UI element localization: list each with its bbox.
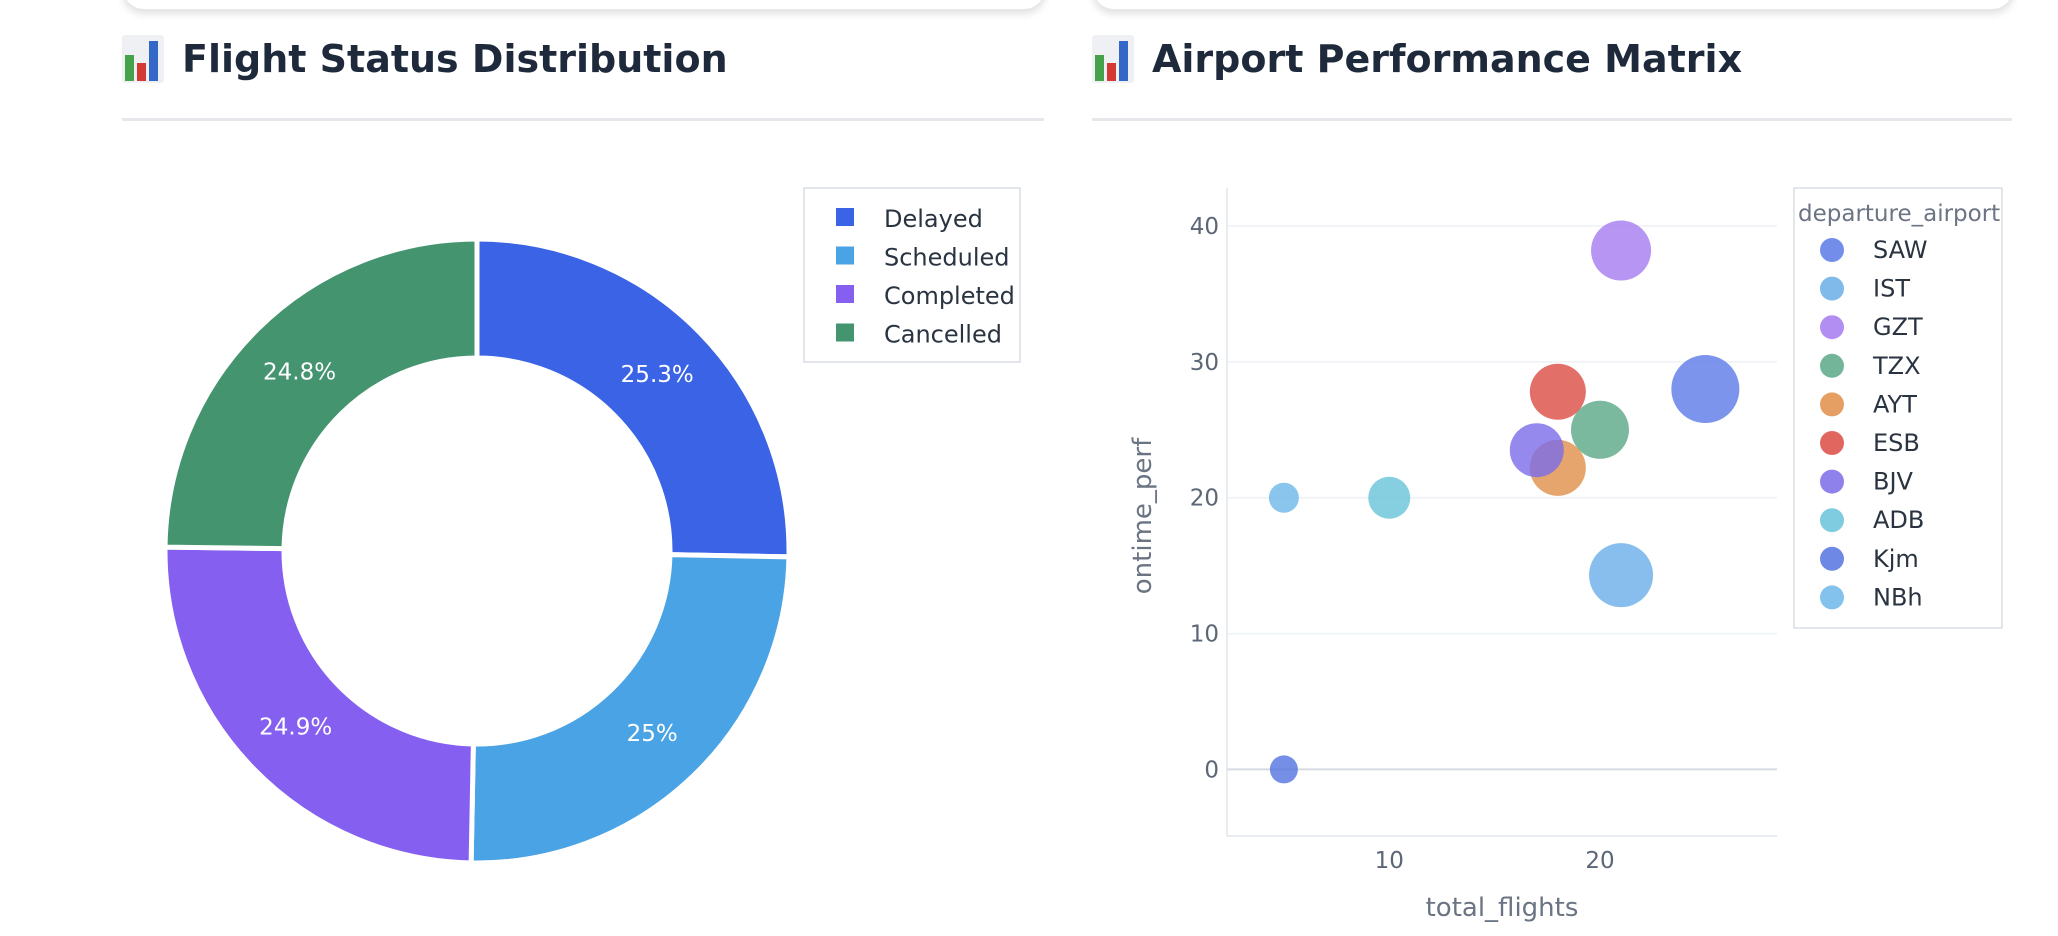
legend-title: departure_airport xyxy=(1798,201,2000,227)
status-panel-header: Flight Status Distribution xyxy=(122,35,728,83)
data-point-ist[interactable] xyxy=(1589,543,1654,608)
donut-slice-completed[interactable] xyxy=(162,544,476,866)
legend-label[interactable]: IST xyxy=(1873,275,1910,303)
legend-marker-bjv[interactable] xyxy=(1820,469,1844,494)
slice-label: 24.9% xyxy=(259,715,332,741)
legend-label[interactable]: TZX xyxy=(1872,352,1921,380)
slice-label: 24.8% xyxy=(263,359,336,385)
x-tick-label: 10 xyxy=(1375,848,1404,874)
legend-label[interactable]: NBh xyxy=(1873,583,1923,611)
data-point-adb[interactable] xyxy=(1368,476,1411,519)
y-tick-label: 40 xyxy=(1190,214,1219,240)
x-tick-label: 20 xyxy=(1585,848,1614,874)
legend-marker-gzt[interactable] xyxy=(1820,315,1844,340)
scatter-legend: departure_airport SAW IST GZT TZX AYT ESB BJV AD… xyxy=(1793,187,2003,629)
legend-marker-tzx[interactable] xyxy=(1820,353,1844,378)
legend-marker-nbh[interactable] xyxy=(1820,585,1844,610)
data-point-bjv[interactable] xyxy=(1509,423,1564,478)
x-axis-label: total_flights xyxy=(1426,893,1579,923)
y-axis-label: ontime_perf xyxy=(1128,437,1158,594)
data-point-tzx[interactable] xyxy=(1570,400,1629,459)
legend-marker-kjm[interactable] xyxy=(1820,546,1844,571)
legend-label[interactable]: AYT xyxy=(1873,390,1917,418)
y-tick-label: 10 xyxy=(1190,622,1219,648)
legend-label[interactable]: ADB xyxy=(1873,506,1924,534)
data-point-esb[interactable] xyxy=(1529,363,1586,420)
slice-label: 25.3% xyxy=(621,362,694,388)
data-point-kjm[interactable] xyxy=(1269,755,1298,784)
legend-marker-adb[interactable] xyxy=(1820,508,1844,533)
y-tick-label: 30 xyxy=(1190,350,1219,376)
y-tick-label: 20 xyxy=(1190,486,1219,512)
donut-slice-delayed[interactable] xyxy=(474,236,792,560)
divider xyxy=(1092,118,2012,121)
legend-marker-esb[interactable] xyxy=(1820,431,1844,455)
legend-marker-ayt[interactable] xyxy=(1820,392,1844,417)
legend-label[interactable]: Cancelled xyxy=(884,321,1002,349)
bar-chart-icon xyxy=(122,35,164,83)
slice-label: 25% xyxy=(627,721,678,747)
data-point-saw[interactable] xyxy=(1671,355,1740,424)
legend-label[interactable]: Completed xyxy=(884,282,1015,310)
data-point-nbh[interactable] xyxy=(1268,482,1299,513)
status-donut-chart[interactable]: 25.3% 25% 24.9% 24.8% Delayed Scheduled Comple… xyxy=(0,0,1050,936)
performance-panel-header: Airport Performance Matrix xyxy=(1092,35,1743,83)
legend-marker-ist[interactable] xyxy=(1820,276,1844,301)
panel-title: Flight Status Distribution xyxy=(182,37,728,81)
legend-label[interactable]: BJV xyxy=(1873,468,1914,496)
legend-swatch-completed[interactable] xyxy=(836,285,854,303)
legend-label[interactable]: SAW xyxy=(1873,236,1928,264)
donut-slice-scheduled[interactable] xyxy=(468,552,792,866)
data-point-gzt[interactable] xyxy=(1591,220,1652,281)
legend-swatch-delayed[interactable] xyxy=(836,208,854,226)
legend-label[interactable]: ESB xyxy=(1873,429,1920,457)
bar-chart-icon xyxy=(1092,35,1134,83)
legend-label[interactable]: Delayed xyxy=(884,205,983,233)
donut-slice-cancelled[interactable] xyxy=(162,236,480,552)
legend-marker-saw[interactable] xyxy=(1820,238,1844,262)
legend-swatch-scheduled[interactable] xyxy=(836,246,854,265)
panel-title: Airport Performance Matrix xyxy=(1152,37,1743,81)
legend-label[interactable]: Kjm xyxy=(1873,545,1919,573)
legend-label[interactable]: Scheduled xyxy=(884,244,1010,272)
legend-swatch-cancelled[interactable] xyxy=(836,323,854,342)
y-tick-label: 0 xyxy=(1204,757,1219,783)
legend-label[interactable]: GZT xyxy=(1873,313,1923,341)
donut-legend: Delayed Scheduled Completed Cancelled xyxy=(803,187,1021,363)
divider xyxy=(122,118,1044,121)
